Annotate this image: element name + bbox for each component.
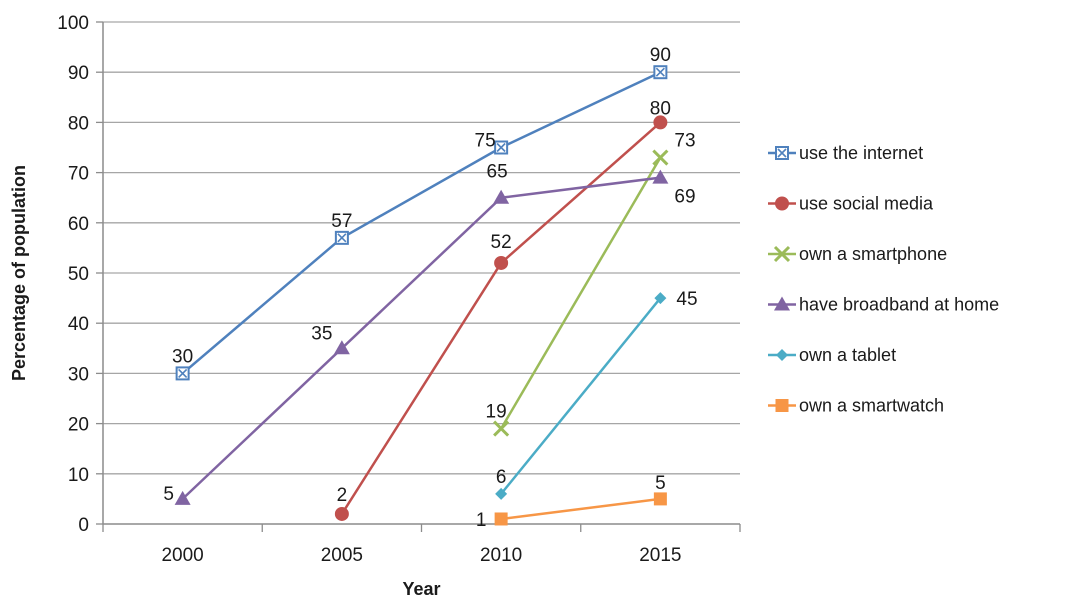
legend: use the internet use social media own a sm… [768,143,999,416]
data-point-marker [494,140,509,155]
y-tick-label: 80 [68,113,89,134]
legend-marker [774,296,790,311]
y-tick-label: 0 [78,515,89,536]
y-tick-label: 30 [68,364,89,385]
data-labels: 30 57 75 90 2 52 80 19 73 5 35 65 69 6 45 1 5 [163,45,697,531]
gridlines [103,21,740,475]
data-point-marker [653,115,668,130]
data-point-marker [654,292,667,305]
legend-item: own a smartwatch [768,396,944,416]
data-label: 73 [674,131,695,152]
data-point-marker [493,420,510,437]
data-point-marker [175,366,190,381]
legend-marker [775,399,789,412]
data-label: 2 [337,485,348,506]
y-tick-label: 100 [57,13,89,34]
y-tick-label: 20 [68,415,89,436]
data-point-marker [494,512,508,526]
legend-label: own a smartphone [799,244,947,264]
legend-marker [775,146,789,160]
data-label: 80 [650,98,671,119]
data-point-marker [174,490,191,505]
data-label: 5 [163,484,174,505]
series-lines [174,65,669,526]
y-tick-label: 70 [68,164,89,185]
x-tick-label: 2010 [480,545,522,566]
data-label: 52 [491,232,512,253]
data-point-marker [653,65,668,80]
x-tick-label: 2000 [161,545,203,566]
data-label: 65 [487,162,508,183]
series-line [500,497,661,521]
legend-item: own a tablet [768,345,896,365]
legend-label: own a smartwatch [799,396,944,416]
legend-item: have broadband at home [768,295,999,315]
series-line [181,176,661,500]
data-point-marker [495,487,508,500]
series-line [500,297,662,495]
data-label: 57 [331,211,352,232]
data-label: 69 [674,187,695,208]
data-point-marker [334,506,349,521]
data-label: 6 [496,467,507,488]
data-point-marker [333,340,350,355]
data-label: 30 [172,346,193,367]
legend-item: own a smartphone [768,244,947,264]
y-tick-label: 40 [68,314,89,335]
y-axis-title: Percentage of population [9,165,29,381]
data-label: 5 [655,473,666,494]
y-tick-label: 50 [68,264,89,285]
legend-marker [776,349,788,361]
data-point-marker [653,492,667,506]
legend-label: use the internet [799,143,923,163]
x-tick-label: 2015 [639,545,681,566]
data-point-marker [494,255,509,270]
data-label: 35 [311,323,332,344]
x-tick-label: 2005 [321,545,363,566]
series-line [181,71,661,375]
legend-marker [773,245,791,263]
legend-item: use social media [768,194,934,214]
data-point-marker [652,149,669,166]
y-tick-label: 10 [68,465,89,486]
legend-label: have broadband at home [799,295,999,315]
legend-marker [775,196,789,211]
data-label: 1 [476,510,487,531]
x-axis-title: Year [402,579,440,599]
data-label: 45 [676,289,697,310]
axes: 0 10 20 30 40 50 60 70 80 90 100 2000 2005 2010 2015 [57,13,741,566]
data-point-marker [334,230,349,245]
legend-label: own a tablet [799,345,896,365]
data-label: 75 [475,131,496,152]
data-point-marker [493,189,510,204]
series-line [500,156,662,430]
y-tick-label: 60 [68,214,89,235]
y-tick-label: 90 [68,63,89,84]
legend-label: use social media [799,194,934,214]
data-point-marker [652,169,669,184]
legend-item: use the internet [768,143,923,163]
data-label: 90 [650,45,671,66]
data-label: 19 [486,402,507,423]
